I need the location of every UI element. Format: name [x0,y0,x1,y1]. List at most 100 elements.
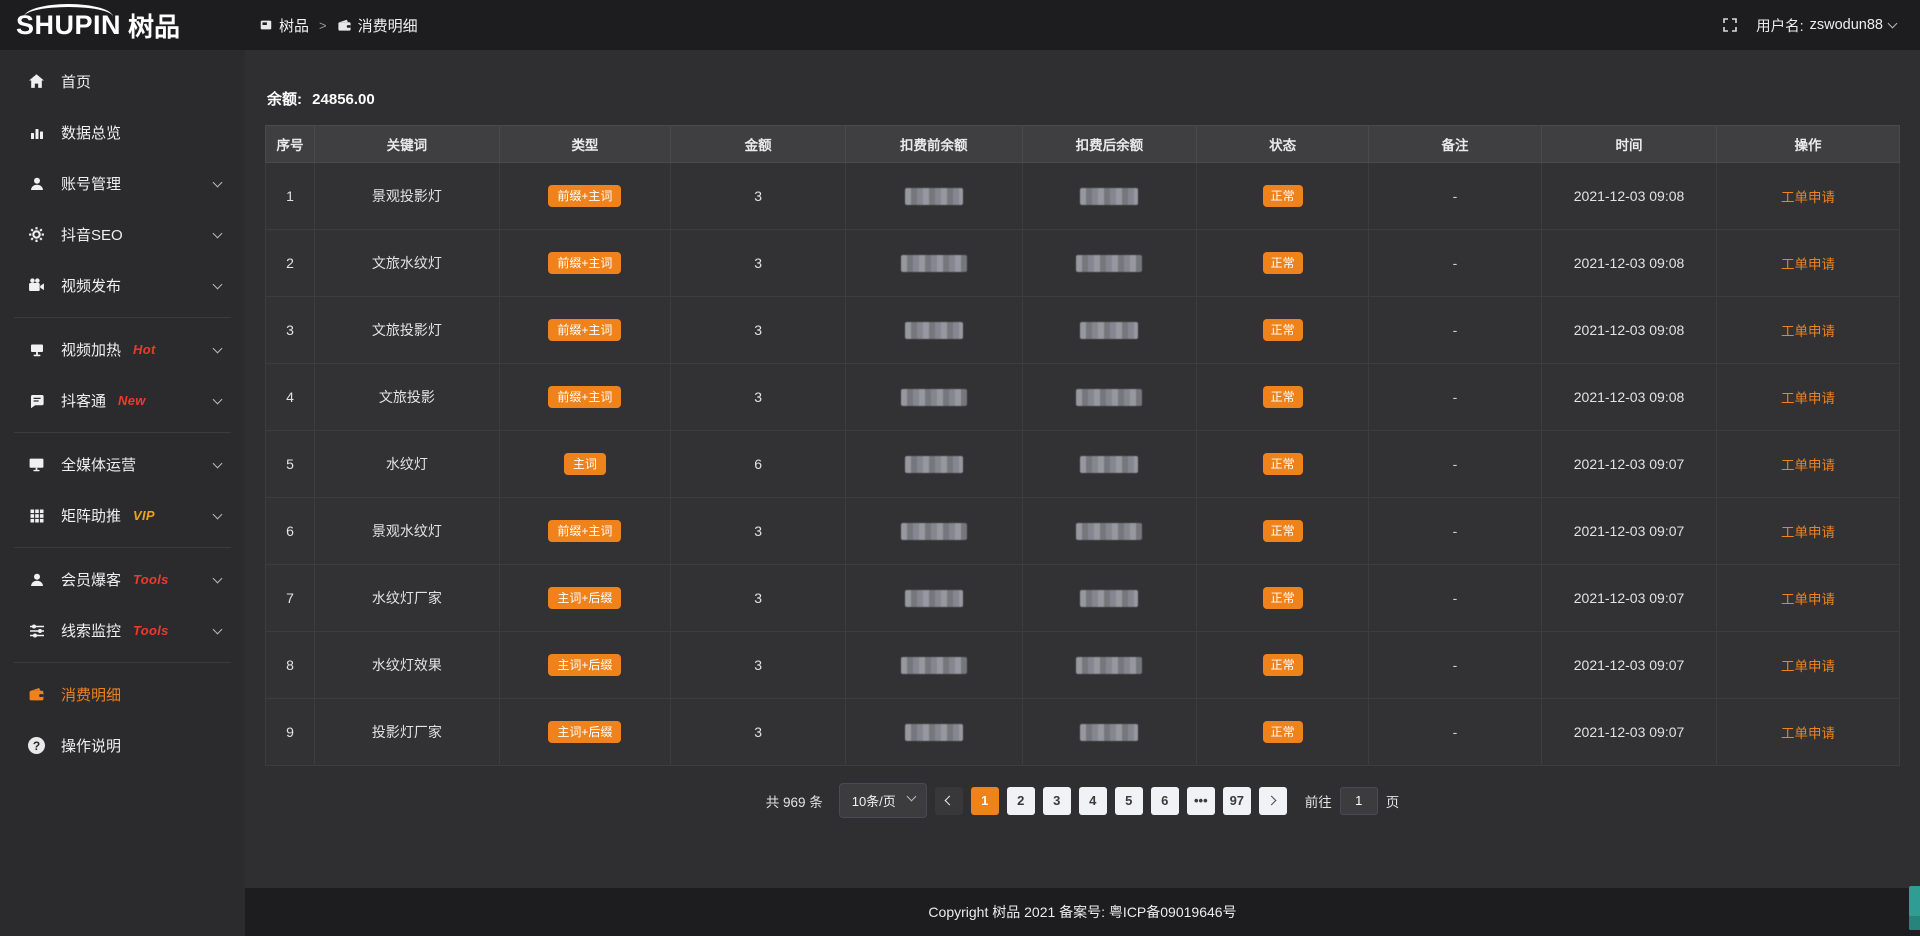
redacted-value [904,589,963,607]
page-button-1[interactable]: 1 [970,786,999,815]
cell-action: 工单申请 [1715,698,1901,766]
sidebar-item-douyin-seo[interactable]: 抖音SEO [0,209,245,260]
sidebar-item-help[interactable]: ? 操作说明 [0,720,245,771]
ticket-request-link[interactable]: 工单申请 [1780,525,1835,540]
breadcrumb-item-home[interactable]: 树品 [259,15,309,36]
cell-balance-before [845,564,1023,632]
table-row: 2 文旅水纹灯 前缀+主词 3 正常 - 2021-12-03 09:08 工单… [264,229,1901,297]
fullscreen-icon[interactable] [1722,17,1738,33]
page-button-6[interactable]: 6 [1150,786,1179,815]
sidebar-item-account-mgmt[interactable]: 账号管理 [0,158,245,209]
page-button-5[interactable]: 5 [1114,786,1143,815]
sidebar-item-home[interactable]: 首页 [0,56,245,107]
ticket-request-link[interactable]: 工单申请 [1780,659,1835,674]
sidebar-divider [14,317,231,318]
sidebar-item-video-publish[interactable]: 视频发布 [0,260,245,311]
page-button-3[interactable]: 3 [1042,786,1071,815]
sidebar-item-clue-monitor[interactable]: 线索监控 Tools [0,605,245,656]
cell-time: 2021-12-03 09:07 [1541,497,1717,565]
balance: 余额: 24856.00 [267,88,1898,109]
cell-index: 4 [264,363,316,431]
cell-time: 2021-12-03 09:08 [1541,162,1717,230]
cell-amount: 3 [670,698,847,766]
table-row: 9 投影灯厂家 主词+后缀 3 正常 - 2021-12-03 09:07 工单… [264,698,1901,766]
cell-type: 前缀+主词 [498,229,672,297]
goto-page-input[interactable] [1339,786,1378,815]
ticket-request-link[interactable]: 工单申请 [1780,190,1835,205]
cell-remark: - [1367,631,1543,699]
sidebar-item-label: 线索监控 [61,623,122,640]
chevron-down-icon [212,279,223,289]
pagination: 共 969 条 10条/页 1 2 3 4 5 6 ••• 97 前往 页 [265,783,1900,818]
cell-keyword: 水纹灯 [314,430,500,498]
chat-icon [27,393,46,409]
footer: Copyright 树品 2021 备案号: 粤ICP备09019646号 [245,888,1920,936]
page-button-4[interactable]: 4 [1078,786,1107,815]
goto-label: 前往 [1304,794,1332,810]
cell-balance-after [1021,698,1198,766]
sidebar-divider [14,662,231,663]
cell-action: 工单申请 [1715,430,1901,498]
sidebar-item-label: 视频加热 [61,342,122,359]
cell-keyword: 文旅水纹灯 [314,229,500,297]
redacted-value [1076,388,1143,406]
sidebar-item-video-heat[interactable]: 视频加热 Hot [0,324,245,375]
sidebar-item-label: 数据总览 [61,125,122,142]
prev-page-button[interactable] [934,786,963,815]
consumption-table: 序号 关键词 类型 金额 扣费前余额 扣费后余额 状态 备注 时间 操作 1 景… [264,125,1901,766]
sidebar-item-consumption-detail[interactable]: 消费明细 [0,669,245,720]
bar-chart-icon [27,125,46,141]
ticket-request-link[interactable]: 工单申请 [1780,726,1835,741]
breadcrumb-item-current[interactable]: 消费明细 [337,15,418,36]
cell-balance-after [1021,296,1198,364]
sidebar-item-matrix-boost[interactable]: 矩阵助推 VIP [0,490,245,541]
redacted-value [904,321,963,339]
goto-page: 前往 页 [1304,786,1399,815]
cell-balance-before [845,363,1023,431]
sidebar-item-member-leads[interactable]: 会员爆客 Tools [0,554,245,605]
ticket-request-link[interactable]: 工单申请 [1780,391,1835,406]
user-menu[interactable]: 用户名: zswodun88 [1756,15,1898,36]
chevron-down-icon [212,343,223,353]
cell-action: 工单申请 [1715,296,1901,364]
ticket-request-link[interactable]: 工单申请 [1780,324,1835,339]
cell-type: 前缀+主词 [498,497,672,565]
more-pages-button[interactable]: ••• [1186,786,1215,815]
username-label: 用户名: [1756,18,1804,35]
cell-amount: 3 [670,229,847,297]
chevron-down-icon [212,228,223,238]
cell-keyword: 景观投影灯 [314,162,500,230]
page-button-97[interactable]: 97 [1222,786,1251,815]
chevron-down-icon [906,791,917,802]
ticket-request-link[interactable]: 工单申请 [1780,257,1835,272]
status-badge: 正常 [1262,453,1303,475]
next-page-button[interactable] [1258,786,1287,815]
sidebar-item-data-overview[interactable]: 数据总览 [0,107,245,158]
cell-keyword: 文旅投影灯 [314,296,500,364]
col-status: 状态 [1196,125,1369,163]
home-icon [27,73,46,90]
type-badge: 前缀+主词 [548,319,622,341]
chevron-down-icon [212,624,223,634]
page-size-select[interactable]: 10条/页 [838,783,927,818]
brand-logo: SHUPIN 树品 [0,3,245,44]
sidebar-item-douketong[interactable]: 抖客通 New [0,375,245,426]
cell-balance-after [1021,564,1198,632]
col-balance-after: 扣费后余额 [1021,125,1198,163]
sidebar-item-label: 会员爆客 [61,572,122,589]
page-button-2[interactable]: 2 [1006,786,1035,815]
redacted-value [1076,656,1143,674]
cell-index: 8 [264,631,316,699]
cell-type: 主词 [498,430,672,498]
cell-status: 正常 [1196,363,1369,431]
wallet-icon [337,18,352,33]
cell-time: 2021-12-03 09:08 [1541,363,1717,431]
ticket-request-link[interactable]: 工单申请 [1780,592,1835,607]
col-type: 类型 [498,125,672,163]
cell-balance-before [845,296,1023,364]
vip-badge: VIP [133,508,155,523]
ticket-request-link[interactable]: 工单申请 [1780,458,1835,473]
sidebar-item-media-ops[interactable]: 全媒体运营 [0,439,245,490]
monitor-icon [27,456,46,473]
floating-widget[interactable] [1909,886,1920,930]
